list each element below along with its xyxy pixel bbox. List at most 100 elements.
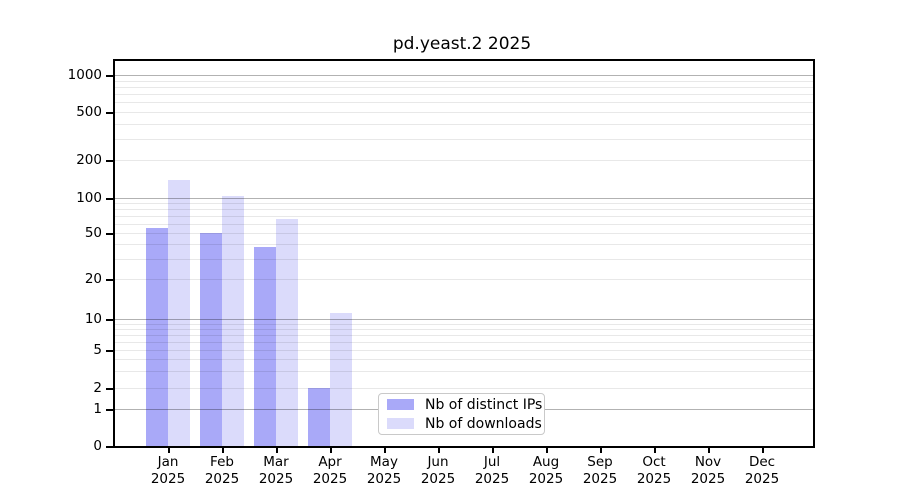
legend: Nb of distinct IPs Nb of downloads bbox=[378, 393, 545, 435]
minor-gridline bbox=[115, 216, 813, 217]
minor-gridline bbox=[115, 123, 813, 125]
y-axis-tick bbox=[106, 319, 113, 321]
x-axis-tick bbox=[276, 448, 278, 453]
bar-distinct-ips-feb bbox=[200, 233, 222, 446]
x-tick-label: Jun 2025 bbox=[402, 454, 474, 488]
x-tick-month: May bbox=[370, 454, 398, 470]
minor-gridline bbox=[115, 94, 813, 96]
x-tick-year: 2025 bbox=[528, 471, 564, 487]
legend-entry: Nb of distinct IPs bbox=[379, 397, 544, 413]
x-tick-label: Jul 2025 bbox=[456, 454, 528, 488]
y-tick-label: 500 bbox=[76, 104, 102, 120]
bar-downloads-feb bbox=[222, 195, 244, 446]
y-tick-label: 10 bbox=[84, 311, 102, 327]
y-axis-tick bbox=[106, 75, 113, 77]
y-axis-tick bbox=[106, 160, 113, 162]
legend-entry: Nb of downloads bbox=[379, 416, 544, 432]
x-tick-label: Mar 2025 bbox=[240, 454, 312, 488]
x-tick-month: Jun bbox=[427, 454, 449, 470]
minor-gridline bbox=[115, 328, 813, 330]
minor-gridline bbox=[115, 258, 813, 260]
minor-gridline bbox=[115, 203, 813, 205]
x-tick-year: 2025 bbox=[690, 471, 726, 487]
y-axis-tick bbox=[106, 279, 113, 281]
bar-distinct-ips-apr bbox=[308, 388, 330, 446]
x-tick-year: 2025 bbox=[744, 471, 780, 487]
x-tick-label: Dec 2025 bbox=[726, 454, 798, 488]
x-tick-month: Jul bbox=[483, 454, 501, 470]
x-tick-month: Mar bbox=[263, 454, 289, 470]
legend-swatch-downloads bbox=[387, 418, 414, 429]
minor-gridline bbox=[115, 323, 813, 325]
x-tick-year: 2025 bbox=[204, 471, 240, 487]
y-axis-tick bbox=[106, 409, 113, 411]
x-axis-tick bbox=[222, 448, 224, 453]
chart-title: pd.yeast.2 2025 bbox=[392, 34, 532, 54]
legend-label: Nb of downloads bbox=[425, 415, 542, 432]
minor-gridline bbox=[115, 223, 813, 225]
x-axis-tick bbox=[546, 448, 548, 453]
y-tick-label: 1000 bbox=[67, 67, 102, 83]
x-tick-year: 2025 bbox=[474, 471, 510, 487]
y-tick-label: 100 bbox=[76, 190, 102, 206]
x-tick-month: Dec bbox=[748, 454, 776, 470]
minor-gridline bbox=[115, 112, 813, 113]
bar-distinct-ips-mar bbox=[254, 246, 276, 446]
minor-gridline bbox=[115, 334, 813, 336]
y-axis-tick bbox=[106, 233, 113, 235]
x-tick-label: Nov 2025 bbox=[672, 454, 744, 488]
x-tick-month: Apr bbox=[318, 454, 342, 470]
x-tick-year: 2025 bbox=[258, 471, 294, 487]
bar-downloads-jan bbox=[168, 179, 190, 446]
x-tick-label: Apr 2025 bbox=[294, 454, 366, 488]
minor-gridline bbox=[115, 279, 813, 280]
legend-swatch-distinct-ips bbox=[387, 399, 414, 410]
bar-downloads-mar bbox=[276, 218, 298, 446]
y-tick-label: 2 bbox=[93, 380, 102, 396]
y-axis-tick bbox=[106, 112, 113, 114]
x-axis-tick bbox=[708, 448, 710, 453]
x-axis-tick bbox=[492, 448, 494, 453]
y-axis-tick bbox=[106, 198, 113, 200]
minor-gridline bbox=[115, 86, 813, 88]
minor-gridline bbox=[115, 371, 813, 373]
minor-gridline bbox=[115, 359, 813, 361]
minor-gridline bbox=[115, 209, 813, 211]
minor-gridline bbox=[115, 80, 813, 82]
minor-gridline bbox=[115, 350, 813, 351]
x-tick-label: May 2025 bbox=[348, 454, 420, 488]
x-tick-year: 2025 bbox=[636, 471, 672, 487]
legend-label: Nb of distinct IPs bbox=[425, 396, 543, 413]
x-axis-tick bbox=[762, 448, 764, 453]
x-tick-month: Nov bbox=[694, 454, 722, 470]
minor-gridline bbox=[115, 341, 813, 343]
x-tick-label: Sep 2025 bbox=[564, 454, 636, 488]
x-tick-month: Feb bbox=[210, 454, 234, 470]
y-tick-label: 5 bbox=[93, 342, 102, 358]
y-axis-tick bbox=[106, 388, 113, 390]
y-tick-label: 0 bbox=[93, 438, 102, 454]
x-tick-month: Aug bbox=[532, 454, 560, 470]
x-axis-tick bbox=[438, 448, 440, 453]
y-axis-tick bbox=[106, 446, 113, 448]
y-tick-label: 50 bbox=[84, 225, 102, 241]
x-tick-year: 2025 bbox=[366, 471, 402, 487]
major-gridline bbox=[115, 198, 813, 199]
x-axis-tick bbox=[654, 448, 656, 453]
plot-area: 0 1 2 5 10 20 50 100 200 500 1000 Jan 2025 Feb 2025 Mar… bbox=[68, 59, 815, 487]
major-gridline bbox=[115, 75, 813, 76]
y-axis-tick bbox=[106, 350, 113, 352]
minor-gridline bbox=[115, 138, 813, 140]
minor-gridline bbox=[115, 388, 813, 389]
x-axis-tick bbox=[168, 448, 170, 453]
x-tick-year: 2025 bbox=[312, 471, 348, 487]
minor-gridline bbox=[115, 233, 813, 234]
x-tick-year: 2025 bbox=[420, 471, 456, 487]
minor-gridline bbox=[115, 102, 813, 104]
major-gridline bbox=[115, 319, 813, 320]
x-tick-label: Aug 2025 bbox=[510, 454, 582, 488]
minor-gridline bbox=[115, 160, 813, 161]
x-axis-tick bbox=[330, 448, 332, 453]
x-tick-month: Jan bbox=[157, 454, 179, 470]
